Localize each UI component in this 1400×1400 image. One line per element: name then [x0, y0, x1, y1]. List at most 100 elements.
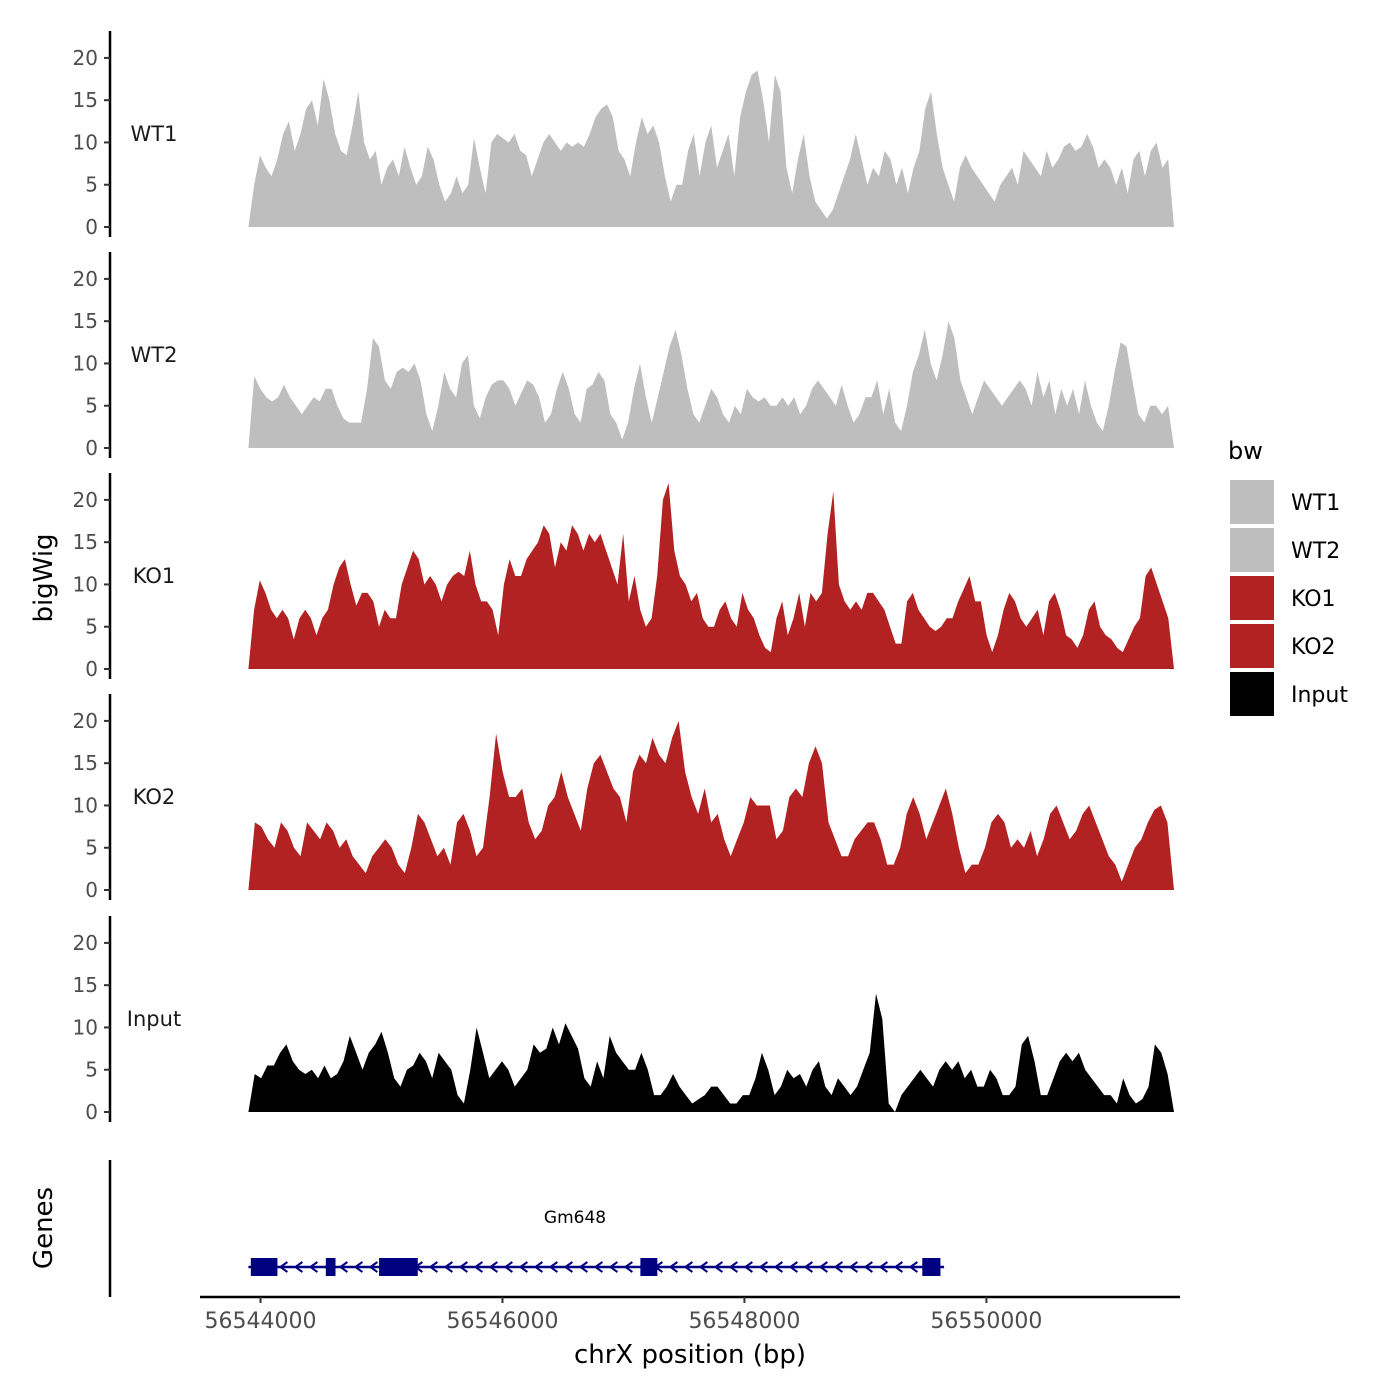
strand-arrow	[833, 1261, 843, 1273]
y-tick-label: 5	[85, 615, 98, 639]
strand-arrow	[878, 1261, 888, 1273]
y-tick-label: 20	[73, 46, 98, 70]
strand-arrow	[458, 1261, 468, 1273]
strand-arrow	[443, 1261, 453, 1273]
legend-swatch-wt1	[1230, 480, 1274, 524]
y-tick-label: 15	[73, 751, 98, 775]
y-tick-label: 0	[85, 878, 98, 902]
track-label: KO2	[133, 785, 176, 809]
track-wt1: 0 5 10 15 20 WT1	[73, 31, 1174, 239]
y-tick-label: 0	[85, 436, 98, 460]
strand-arrow	[893, 1261, 903, 1273]
legend-title: bw	[1228, 437, 1263, 465]
strand-arrow	[713, 1261, 723, 1273]
strand-arrow	[518, 1261, 528, 1273]
strand-arrow	[848, 1261, 858, 1273]
y-tick-label: 10	[73, 793, 98, 817]
track-label: WT2	[131, 343, 178, 367]
strand-arrow	[803, 1261, 813, 1273]
strand-arrow	[428, 1261, 438, 1273]
y-tick-label: 20	[73, 709, 98, 733]
strand-arrow	[863, 1261, 873, 1273]
x-axis: 56544000 56546000 56548000 56550000	[200, 1295, 1180, 1334]
strand-arrow	[593, 1261, 603, 1273]
strand-arrow	[503, 1261, 513, 1273]
strand-arrow	[728, 1261, 738, 1273]
y-tick-label: 5	[85, 836, 98, 860]
strand-arrow	[353, 1261, 363, 1273]
legend-label-wt1: WT1	[1291, 491, 1340, 516]
track-ko1: 0 5 10 15 20 KO1	[73, 473, 1174, 681]
legend-swatch-input	[1230, 672, 1274, 716]
strand-arrow	[563, 1261, 573, 1273]
track-area-wt1	[248, 70, 1174, 227]
strand-arrow	[578, 1261, 588, 1273]
x-tick-label: 56544000	[205, 1309, 317, 1334]
track-label: KO1	[133, 564, 176, 588]
legend-swatch-ko2	[1230, 624, 1274, 668]
genes-panel: Gm648	[108, 1160, 945, 1297]
x-tick-label: 56548000	[688, 1309, 800, 1334]
strand-arrow	[533, 1261, 543, 1273]
strand-arrow	[338, 1261, 348, 1273]
y-tick-label: 10	[73, 351, 98, 375]
track-area-ko2	[248, 720, 1174, 890]
x-axis-title: chrX position (bp)	[574, 1340, 806, 1370]
gene-exon	[250, 1258, 278, 1276]
strand-arrow	[293, 1261, 303, 1273]
y-tick-label: 15	[73, 530, 98, 554]
strand-arrow	[668, 1261, 678, 1273]
track-input: 0 5 10 15 20 Input	[73, 916, 1174, 1124]
strand-arrow	[773, 1261, 783, 1273]
strand-arrow	[683, 1261, 693, 1273]
legend-swatch-ko1	[1230, 576, 1274, 620]
strand-arrow	[278, 1261, 288, 1273]
y-tick-label: 0	[85, 215, 98, 239]
y-tick-label: 5	[85, 394, 98, 418]
gene-exon	[640, 1258, 658, 1276]
y-tick-label: 15	[73, 309, 98, 333]
track-ko2: 0 5 10 15 20 KO2	[73, 694, 1174, 902]
legend-swatch-wt2	[1230, 528, 1274, 572]
strand-arrow	[818, 1261, 828, 1273]
y-tick-label: 20	[73, 488, 98, 512]
strand-arrow	[488, 1261, 498, 1273]
legend-label-ko2: KO2	[1291, 635, 1336, 660]
strand-arrow	[758, 1261, 768, 1273]
legend-label-ko1: KO1	[1291, 587, 1336, 612]
y-tick-label: 0	[85, 657, 98, 681]
y-tick-label: 10	[73, 130, 98, 154]
strand-arrow	[623, 1261, 633, 1273]
strand-arrow	[308, 1261, 318, 1273]
strand-arrow	[788, 1261, 798, 1273]
strand-arrow	[608, 1261, 618, 1273]
legend: bw WT1 WT2 KO1 KO2 Input	[1228, 437, 1348, 716]
legend-label-wt2: WT2	[1291, 539, 1340, 564]
y-tick-label: 20	[73, 267, 98, 291]
legend-label-input: Input	[1291, 683, 1348, 708]
track-area-input	[248, 993, 1174, 1112]
y-axis-title: bigWig	[29, 533, 59, 622]
track-area-wt2	[248, 321, 1174, 448]
x-tick-label: 56546000	[446, 1309, 558, 1334]
gene-exon	[325, 1258, 336, 1276]
x-tick-label: 56550000	[930, 1309, 1042, 1334]
y-tick-label: 15	[73, 88, 98, 112]
track-label: WT1	[131, 122, 178, 146]
y-tick-label: 5	[85, 173, 98, 197]
strand-arrow	[908, 1261, 918, 1273]
track-wt2: 0 5 10 15 20 WT2	[73, 252, 1174, 460]
gene-exon	[379, 1258, 418, 1276]
y-tick-label: 0	[85, 1100, 98, 1124]
track-label: Input	[127, 1007, 181, 1031]
tracks-layer: 0 5 10 15 20 WT1 0 5 10 15 20 WT2 0 5 10 15 20 KO1 0 5 10 15 2…	[73, 31, 1174, 1124]
strand-arrow	[368, 1261, 378, 1273]
strand-arrow	[743, 1261, 753, 1273]
genes-axis-title: Genes	[29, 1187, 59, 1269]
y-tick-label: 10	[73, 1015, 98, 1039]
strand-arrow	[698, 1261, 708, 1273]
y-tick-label: 20	[73, 931, 98, 955]
y-tick-label: 10	[73, 572, 98, 596]
track-area-ko1	[248, 483, 1174, 669]
